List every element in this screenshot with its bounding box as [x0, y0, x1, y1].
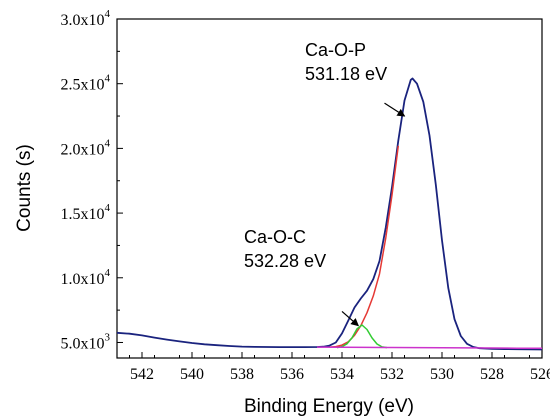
x-tick-label: 526	[530, 366, 550, 383]
series-line-4	[316, 346, 543, 350]
series-layer	[116, 77, 543, 351]
series-line-1	[116, 77, 543, 351]
y-tick-label: 5.0x103	[61, 331, 111, 352]
y-axis-ticks: 5.0x103 1.0x104 1.5x104 2.0x104 2.5x104 3.0x1…	[61, 8, 123, 352]
x-tick-label: 542	[130, 366, 154, 383]
annotations: Ca-O-P 531.18 eV Ca-O-C 532.28 eV	[244, 40, 406, 327]
annotation-arrow	[384, 102, 406, 117]
x-tick-label: 528	[480, 366, 504, 383]
x-tick-label: 538	[230, 366, 254, 383]
x-tick-label: 532	[380, 366, 404, 383]
series-line-3	[336, 324, 388, 349]
y-tick-label: 1.0x104	[61, 267, 111, 288]
x-tick-label: 536	[280, 366, 304, 383]
y-tick-label: 2.5x104	[61, 73, 111, 94]
y-tick-label: 1.5x104	[61, 202, 111, 223]
x-axis-title: Binding Energy (eV)	[244, 396, 414, 417]
x-tick-label: 540	[180, 366, 204, 383]
y-axis-title: Counts (s)	[14, 144, 35, 232]
x-axis-ticks: 542 540 538 536 534 532 530 528 526	[129, 352, 550, 383]
annotation-value: 532.28 eV	[244, 251, 326, 271]
x-tick-label: 530	[430, 366, 454, 383]
annotation-label: Ca-O-C	[244, 227, 306, 247]
annotation-arrow	[341, 310, 360, 327]
y-tick-label: 3.0x104	[61, 8, 111, 29]
annotation-label: Ca-O-P	[305, 40, 366, 60]
annotation-value: 531.18 eV	[305, 64, 387, 84]
y-tick-label: 2.0x104	[61, 137, 111, 158]
x-tick-label: 534	[330, 366, 354, 383]
series-line-2	[329, 145, 400, 348]
